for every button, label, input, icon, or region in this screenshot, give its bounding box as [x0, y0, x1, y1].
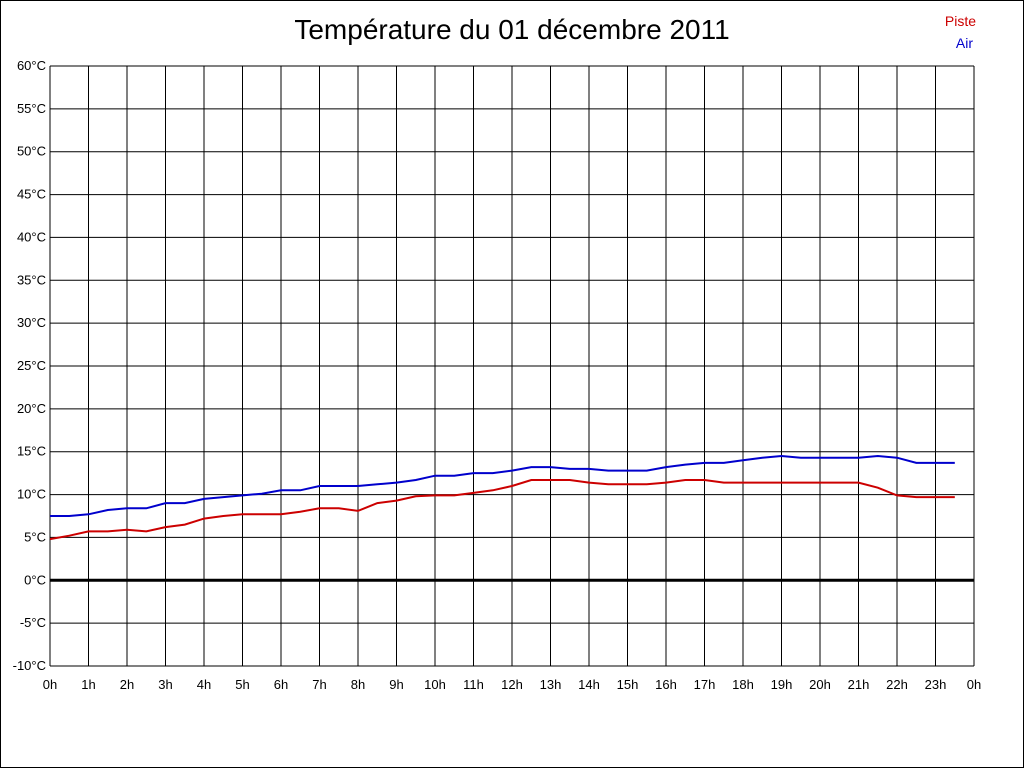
x-tick-label: 5h	[235, 677, 249, 692]
x-tick-label: 6h	[274, 677, 288, 692]
y-tick-label: 50°C	[17, 144, 46, 159]
x-tick-label: 23h	[925, 677, 947, 692]
x-tick-label: 1h	[81, 677, 95, 692]
x-tick-label: 11h	[463, 677, 484, 692]
grid-lines	[49, 65, 975, 667]
x-tick-label: 13h	[540, 677, 562, 692]
x-tick-label: 2h	[120, 677, 134, 692]
x-tick-label: 22h	[886, 677, 908, 692]
x-tick-label: 9h	[389, 677, 403, 692]
x-tick-label: 18h	[732, 677, 754, 692]
x-tick-label: 21h	[848, 677, 870, 692]
x-tick-label: 20h	[809, 677, 831, 692]
legend-entry-piste: Piste	[944, 13, 976, 29]
x-tick-label: 15h	[617, 677, 639, 692]
legend-entry-air: Air	[955, 35, 973, 51]
x-tick-label: 4h	[197, 677, 211, 692]
y-tick-label: 0°C	[24, 572, 46, 587]
y-tick-label: 30°C	[17, 315, 46, 330]
x-tick-label: 19h	[771, 677, 793, 692]
x-tick-label: 14h	[578, 677, 600, 692]
y-tick-label: 10°C	[17, 487, 46, 502]
chart-title: Température du 01 décembre 2011	[294, 14, 730, 45]
y-tick-label: 55°C	[17, 101, 46, 116]
x-tick-label: 10h	[424, 677, 446, 692]
x-tick-label: 0h	[967, 677, 981, 692]
y-tick-label: 25°C	[17, 358, 46, 373]
y-tick-label: 45°C	[17, 187, 46, 202]
y-tick-label: 15°C	[17, 444, 46, 459]
x-tick-label: 3h	[158, 677, 172, 692]
series-line-piste	[49, 479, 955, 541]
x-tick-label: 0h	[43, 677, 57, 692]
x-tick-label: 7h	[312, 677, 326, 692]
y-tick-label: -10°C	[13, 658, 46, 673]
x-tick-labels: 0h 1h 2h 3h 4h 5h 6h 7h 8h 9h 10h 11h 12h 13h 14h 15h 16…	[43, 677, 981, 692]
x-tick-label: 12h	[501, 677, 523, 692]
y-tick-label: 60°C	[17, 58, 46, 73]
y-tick-label: 35°C	[17, 272, 46, 287]
y-tick-label: 5°C	[24, 529, 46, 544]
y-tick-label: 20°C	[17, 401, 46, 416]
y-tick-label: 40°C	[17, 229, 46, 244]
series-lines	[49, 454, 955, 541]
x-tick-label: 17h	[694, 677, 716, 692]
y-tick-labels: 60°C 55°C 50°C 45°C 40°C 35°C 30°C 25°C 20°C 15°C…	[13, 58, 46, 673]
y-tick-label: -5°C	[20, 615, 46, 630]
x-tick-label: 8h	[351, 677, 365, 692]
series-line-air	[50, 454, 955, 517]
x-tick-label: 16h	[655, 677, 677, 692]
